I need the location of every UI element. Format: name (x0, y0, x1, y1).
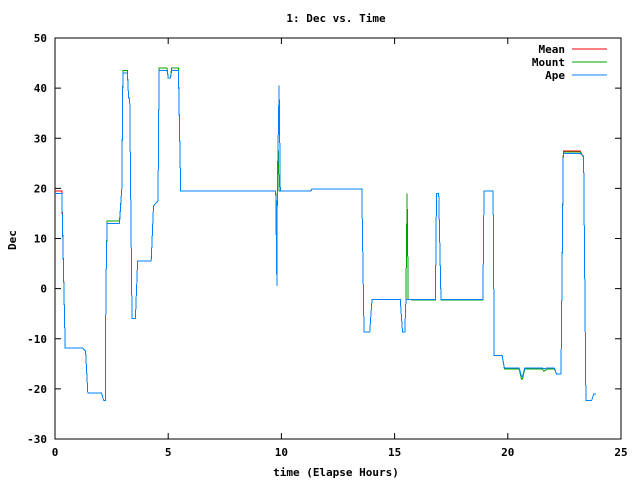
x-tick-label: 15 (388, 446, 401, 459)
y-tick-label: 50 (34, 32, 47, 45)
series-line-mean (55, 67, 597, 401)
series-layer (55, 67, 597, 401)
legend-label-mount: Mount (532, 56, 565, 69)
plot-frame (54, 37, 622, 440)
x-tick-label: 25 (614, 446, 627, 459)
y-axis-label: Dec (6, 230, 19, 250)
y-tick-label: -20 (27, 383, 47, 396)
y-tick-label: 30 (34, 132, 47, 145)
y-tick-label: -10 (27, 333, 47, 346)
x-tick-label: 10 (275, 446, 288, 459)
series-line-ape (55, 70, 597, 401)
x-tick-label: 5 (165, 446, 172, 459)
x-tick-label: 20 (501, 446, 514, 459)
y-tick-label: 40 (34, 82, 47, 95)
legend-label-ape: Ape (545, 69, 565, 82)
legend-label-mean: Mean (539, 43, 566, 56)
y-tick-label: 0 (40, 283, 47, 296)
axes: 0 5 10 15 20 25 -30 -20 -10 0 10 20 30 40 50 (27, 32, 628, 459)
y-tick-label: 10 (34, 233, 47, 246)
y-tick-label: -30 (27, 433, 47, 446)
y-tick-label: 20 (34, 182, 47, 195)
x-axis-label: time (Elapse Hours) (273, 466, 399, 479)
chart-title: 1: Dec vs. Time (286, 12, 386, 25)
series-line-mount (55, 67, 597, 401)
x-tick-label: 0 (52, 446, 59, 459)
